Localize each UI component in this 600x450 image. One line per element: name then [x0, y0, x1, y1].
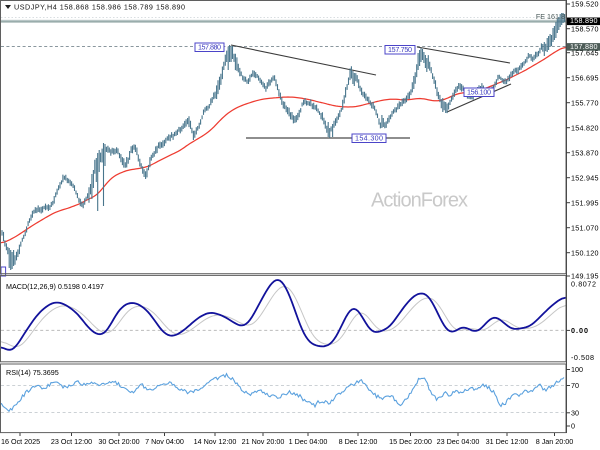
- svg-text:156.695: 156.695: [571, 73, 599, 82]
- svg-text:15 Dec 20:00: 15 Dec 20:00: [389, 437, 432, 446]
- svg-text:RSI(14) 75.3695: RSI(14) 75.3695: [6, 368, 59, 377]
- svg-text:8 Dec 12:00: 8 Dec 12:00: [339, 437, 378, 446]
- svg-text:0.8072: 0.8072: [571, 280, 596, 289]
- svg-text:151.070: 151.070: [571, 223, 599, 232]
- svg-text:-0.508: -0.508: [571, 353, 594, 362]
- svg-text:31 Dec 12:00: 31 Dec 12:00: [486, 437, 529, 446]
- svg-text:157.645: 157.645: [571, 48, 599, 57]
- svg-text:21 Nov 20:00: 21 Nov 20:00: [242, 437, 285, 446]
- svg-text:153.870: 153.870: [571, 148, 599, 157]
- svg-text:70: 70: [571, 381, 579, 390]
- svg-text:30 Oct 20:00: 30 Oct 20:00: [98, 437, 139, 446]
- svg-text:FE 161.8: FE 161.8: [536, 12, 565, 21]
- svg-text:ActionForex: ActionForex: [371, 190, 468, 212]
- svg-text:16 Oct 2025: 16 Oct 2025: [1, 437, 40, 446]
- svg-text:157.880: 157.880: [570, 42, 598, 51]
- svg-text:157.880: 157.880: [198, 43, 221, 52]
- svg-text:23 Dec 04:00: 23 Dec 04:00: [437, 437, 480, 446]
- svg-text:157.750: 157.750: [388, 45, 412, 54]
- svg-text:149.195: 149.195: [571, 272, 599, 281]
- svg-text:1 Dec 04:00: 1 Dec 04:00: [289, 437, 328, 446]
- svg-text:7 Nov 04:00: 7 Nov 04:00: [145, 437, 184, 446]
- svg-text:155.770: 155.770: [571, 98, 599, 107]
- svg-text:8 Jan 20:00: 8 Jan 20:00: [536, 437, 574, 446]
- svg-text:30: 30: [571, 408, 579, 417]
- svg-text:158.570: 158.570: [571, 24, 599, 33]
- svg-text:MACD(12,26,9) 0.5198 0.4197: MACD(12,26,9) 0.5198 0.4197: [6, 282, 104, 291]
- svg-text:100: 100: [571, 365, 583, 374]
- svg-text:156.100: 156.100: [467, 88, 491, 97]
- svg-text:154.300: 154.300: [355, 134, 383, 143]
- svg-text:USDJPY,H4 158.868 158.986 158: USDJPY,H4 158.868 158.986 158.789 158.89…: [14, 2, 185, 11]
- svg-text:14 Nov 12:00: 14 Nov 12:00: [194, 437, 237, 446]
- svg-text:151.995: 151.995: [571, 198, 599, 207]
- svg-text:0: 0: [571, 422, 575, 431]
- svg-text:159.520: 159.520: [571, 0, 599, 9]
- svg-text:154.820: 154.820: [571, 123, 599, 132]
- svg-text:0.00: 0.00: [571, 326, 588, 335]
- svg-text:158.890: 158.890: [570, 16, 598, 25]
- svg-text:150.120: 150.120: [571, 248, 599, 257]
- svg-text:152.945: 152.945: [571, 173, 599, 182]
- svg-text:23 Oct 12:00: 23 Oct 12:00: [51, 437, 92, 446]
